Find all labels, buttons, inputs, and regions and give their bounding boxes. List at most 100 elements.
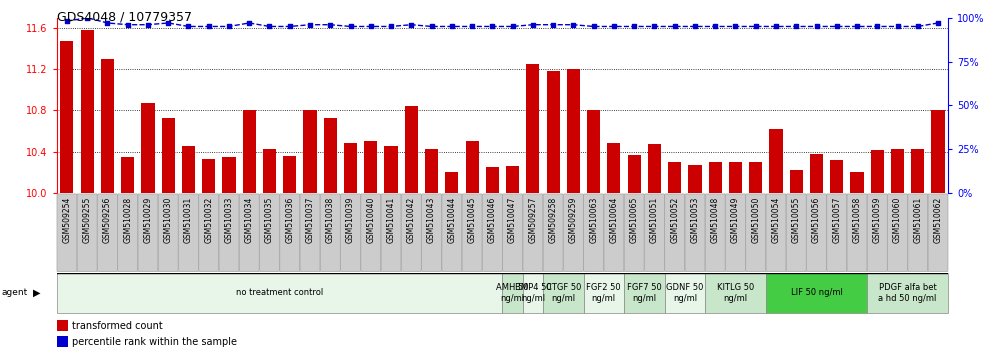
Text: GSM510058: GSM510058 — [853, 197, 862, 243]
Point — [201, 24, 217, 29]
Bar — [202, 159, 215, 193]
Point — [505, 24, 521, 29]
Bar — [57, 320, 69, 331]
FancyBboxPatch shape — [78, 194, 97, 272]
FancyBboxPatch shape — [381, 194, 401, 272]
Text: GSM510050: GSM510050 — [751, 197, 760, 243]
Point — [180, 24, 196, 29]
Text: GSM510062: GSM510062 — [933, 197, 942, 243]
Text: BMP4 50
ng/ml: BMP4 50 ng/ml — [515, 283, 551, 303]
FancyBboxPatch shape — [766, 194, 786, 272]
Bar — [523, 273, 543, 313]
FancyBboxPatch shape — [868, 194, 887, 272]
Bar — [243, 110, 256, 193]
Point — [909, 24, 925, 29]
FancyBboxPatch shape — [280, 194, 300, 272]
FancyBboxPatch shape — [928, 194, 948, 272]
FancyBboxPatch shape — [584, 194, 604, 272]
Bar — [101, 59, 114, 193]
FancyBboxPatch shape — [98, 194, 118, 272]
Bar — [344, 143, 358, 193]
Point — [80, 15, 96, 21]
Bar — [705, 273, 766, 313]
Bar — [547, 71, 560, 193]
FancyBboxPatch shape — [705, 194, 725, 272]
FancyBboxPatch shape — [887, 194, 907, 272]
FancyBboxPatch shape — [482, 194, 502, 272]
Bar — [324, 118, 337, 193]
Text: GSM510059: GSM510059 — [872, 197, 881, 243]
Text: KITLG 50
ng/ml: KITLG 50 ng/ml — [717, 283, 754, 303]
Text: GSM510057: GSM510057 — [833, 197, 842, 243]
Text: GDS4048 / 10779357: GDS4048 / 10779357 — [57, 11, 192, 24]
FancyBboxPatch shape — [138, 194, 158, 272]
FancyBboxPatch shape — [219, 194, 239, 272]
Bar — [831, 160, 844, 193]
Bar — [608, 143, 621, 193]
Point — [423, 24, 439, 29]
Point — [626, 24, 642, 29]
Text: GSM510056: GSM510056 — [812, 197, 821, 243]
FancyBboxPatch shape — [685, 194, 705, 272]
Point — [829, 24, 845, 29]
Bar — [587, 110, 601, 193]
Text: GSM510064: GSM510064 — [610, 197, 619, 243]
Point — [221, 24, 237, 29]
Point — [768, 24, 784, 29]
Text: GSM510031: GSM510031 — [184, 197, 193, 243]
Point — [748, 24, 764, 29]
FancyBboxPatch shape — [644, 194, 664, 272]
Bar — [766, 273, 868, 313]
FancyBboxPatch shape — [786, 194, 806, 272]
FancyBboxPatch shape — [807, 194, 827, 272]
Text: GSM510030: GSM510030 — [163, 197, 172, 243]
Point — [444, 24, 460, 29]
Point — [849, 24, 865, 29]
Bar — [810, 154, 823, 193]
Text: percentile rank within the sample: percentile rank within the sample — [72, 337, 237, 347]
Bar — [161, 118, 174, 193]
Text: FGF2 50
ng/ml: FGF2 50 ng/ml — [587, 283, 622, 303]
Bar — [486, 167, 499, 193]
Point — [323, 22, 339, 28]
Text: GSM510055: GSM510055 — [792, 197, 801, 243]
Bar — [749, 162, 762, 193]
Bar — [141, 103, 154, 193]
Text: GSM510045: GSM510045 — [467, 197, 477, 243]
Bar — [729, 162, 742, 193]
Text: GSM510029: GSM510029 — [143, 197, 152, 243]
Text: GSM509259: GSM509259 — [569, 197, 578, 243]
FancyBboxPatch shape — [604, 194, 623, 272]
FancyBboxPatch shape — [624, 194, 644, 272]
Point — [666, 24, 682, 29]
Point — [707, 24, 723, 29]
Text: GSM510036: GSM510036 — [285, 197, 294, 243]
Bar — [668, 162, 681, 193]
Text: GSM509255: GSM509255 — [83, 197, 92, 243]
Text: GSM510037: GSM510037 — [306, 197, 315, 243]
FancyBboxPatch shape — [401, 194, 421, 272]
Bar — [871, 150, 883, 193]
FancyBboxPatch shape — [321, 194, 341, 272]
Point — [889, 24, 905, 29]
Text: GSM510053: GSM510053 — [690, 197, 699, 243]
FancyBboxPatch shape — [421, 194, 441, 272]
Bar — [647, 144, 661, 193]
Text: LIF 50 ng/ml: LIF 50 ng/ml — [791, 289, 843, 297]
Text: GSM510046: GSM510046 — [488, 197, 497, 243]
Text: ▶: ▶ — [33, 288, 41, 298]
Point — [687, 24, 703, 29]
Text: GSM510060: GSM510060 — [893, 197, 902, 243]
Text: PDGF alfa bet
a hd 50 ng/ml: PDGF alfa bet a hd 50 ng/ml — [878, 283, 937, 303]
FancyBboxPatch shape — [178, 194, 198, 272]
Bar — [543, 273, 584, 313]
Text: GSM510065: GSM510065 — [629, 197, 638, 243]
Bar — [465, 141, 479, 193]
Bar — [790, 170, 803, 193]
FancyBboxPatch shape — [118, 194, 137, 272]
FancyBboxPatch shape — [239, 194, 259, 272]
Bar — [664, 273, 705, 313]
Text: GSM510047: GSM510047 — [508, 197, 517, 243]
Text: GSM510049: GSM510049 — [731, 197, 740, 243]
FancyBboxPatch shape — [199, 194, 219, 272]
